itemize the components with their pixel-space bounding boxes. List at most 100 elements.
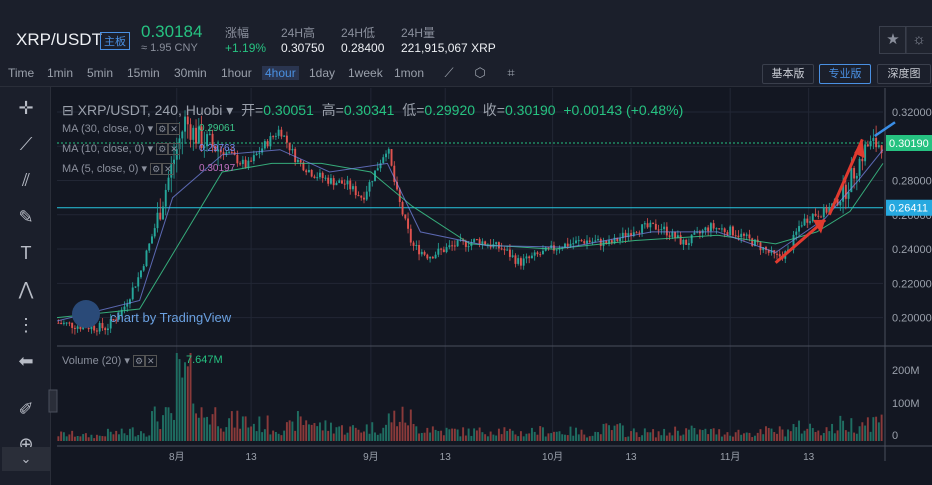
volume-bar: [415, 426, 418, 441]
brush-icon[interactable]: ✎: [18, 207, 34, 227]
candle-body: [117, 315, 120, 320]
candle-body: [613, 237, 616, 244]
candle-body: [415, 244, 418, 246]
ohlc-legend: ⊟ XRP/USDT, 240, Huobi ▾ 开=0.30051 高=0.3…: [62, 102, 684, 118]
volume-bar: [553, 431, 555, 441]
settings-sun-icon[interactable]: ☼: [905, 26, 932, 54]
pro-view-button[interactable]: 专业版: [819, 64, 871, 84]
candle-body: [106, 328, 109, 331]
text-icon[interactable]: T: [20, 243, 32, 263]
pattern-icon[interactable]: ⋀: [18, 279, 34, 299]
stat-volume-value: 221,915,067 XRP: [401, 41, 496, 55]
candle-type-icon[interactable]: ⟋: [444, 65, 454, 80]
pane-collapse-handle[interactable]: [48, 389, 58, 413]
candle-body: [737, 235, 740, 238]
measure-icon[interactable]: ⋮: [17, 315, 35, 335]
volume-legend[interactable]: Volume (20) ▾ ⚙ ✕: [62, 355, 157, 367]
blue-arrow: [874, 121, 896, 138]
volume-bar: [586, 437, 588, 441]
candle-body: [120, 309, 123, 316]
tf-1day[interactable]: 1day: [309, 66, 336, 80]
trend-arrow: [774, 218, 827, 264]
snapshot-icon[interactable]: ⌗: [507, 65, 515, 80]
tf-time[interactable]: Time: [8, 66, 35, 80]
collapse-icon[interactable]: ⌄: [2, 447, 50, 471]
volume-bar: [564, 434, 566, 441]
candle-body: [690, 234, 693, 244]
volume-bar: [847, 431, 850, 441]
volume-bar: [842, 420, 845, 441]
volume-bar: [789, 431, 792, 441]
fib-icon[interactable]: ⫽: [21, 170, 31, 190]
volume-bar: [671, 435, 674, 441]
candle-body: [729, 226, 732, 236]
volume-bar: [181, 377, 184, 441]
trend-line-icon[interactable]: ⟋: [19, 134, 33, 154]
ruler-icon[interactable]: ✐: [18, 399, 34, 419]
volume-bar: [208, 424, 211, 441]
ma10-legend[interactable]: MA (10, close, 0) ▾ ⚙ ✕: [62, 143, 180, 155]
volume-bar: [561, 434, 564, 441]
volume-bar: [60, 431, 63, 441]
tf-1mon[interactable]: 1mon: [394, 66, 425, 80]
volume-bar: [668, 432, 671, 441]
ma5-legend[interactable]: MA (5, close, 0) ▾ ⚙ ✕: [62, 163, 174, 175]
candle-body: [467, 246, 470, 248]
volume-bar: [481, 432, 484, 441]
tf-5min[interactable]: 5min: [87, 66, 114, 80]
tf-15min[interactable]: 15min: [127, 66, 160, 80]
volume-bar: [762, 434, 765, 441]
indicator-icon[interactable]: ⬡: [474, 65, 486, 80]
candle-body: [431, 256, 434, 259]
candle-body: [657, 229, 660, 231]
basic-view-button[interactable]: 基本版: [762, 64, 814, 84]
volume-bar: [814, 432, 817, 441]
candle-body: [445, 247, 448, 253]
candle-body: [608, 240, 611, 245]
tf-30min[interactable]: 30min: [174, 66, 207, 80]
candle-body: [247, 160, 250, 168]
candle-body: [825, 207, 828, 213]
volume-bar: [442, 435, 445, 441]
volume-bar: [434, 429, 437, 441]
volume-bar: [365, 424, 368, 441]
volume-bar: [698, 429, 701, 441]
candle-body: [850, 168, 853, 193]
tf-1hour[interactable]: 1hour: [221, 66, 252, 80]
volume-bar: [57, 436, 60, 441]
back-arrow-icon[interactable]: ⬅: [18, 351, 34, 371]
volume-bar: [73, 436, 76, 441]
x-tick-label: 13: [626, 452, 638, 463]
volume-bar: [255, 431, 258, 441]
trend-arrow-head: [812, 219, 826, 234]
stat-low-label: 24H低: [341, 26, 376, 40]
volume-bar: [776, 433, 778, 441]
volume-bar: [660, 435, 663, 441]
candle-body: [335, 182, 338, 186]
ma30-legend[interactable]: MA (30, close, 0) ▾ ⚙ ✕: [62, 123, 180, 135]
tf-1min[interactable]: 1min: [47, 66, 74, 80]
candle-body: [453, 245, 456, 247]
candle-body: [65, 322, 68, 324]
tf-1week[interactable]: 1week: [348, 66, 383, 80]
candle-body: [357, 195, 360, 197]
candle-body: [734, 235, 737, 237]
volume-bar: [371, 422, 374, 441]
collapse-square-icon[interactable]: ⊟: [62, 102, 74, 118]
volume-bar: [492, 434, 495, 441]
star-icon[interactable]: ★: [879, 26, 907, 54]
volume-bar: [809, 423, 812, 441]
candle-body: [853, 168, 856, 179]
crosshair-icon[interactable]: ✛: [18, 98, 34, 118]
volume-bar: [467, 428, 470, 441]
drawing-toolbar: [0, 87, 51, 485]
volume-bar: [266, 415, 269, 441]
candle-body: [847, 192, 850, 199]
volume-bar: [555, 431, 558, 441]
candle-body: [740, 233, 743, 238]
tf-4hour[interactable]: 4hour: [262, 66, 299, 80]
candle-body: [704, 227, 707, 231]
candle-body: [839, 201, 842, 206]
depth-view-button[interactable]: 深度图: [877, 64, 931, 84]
